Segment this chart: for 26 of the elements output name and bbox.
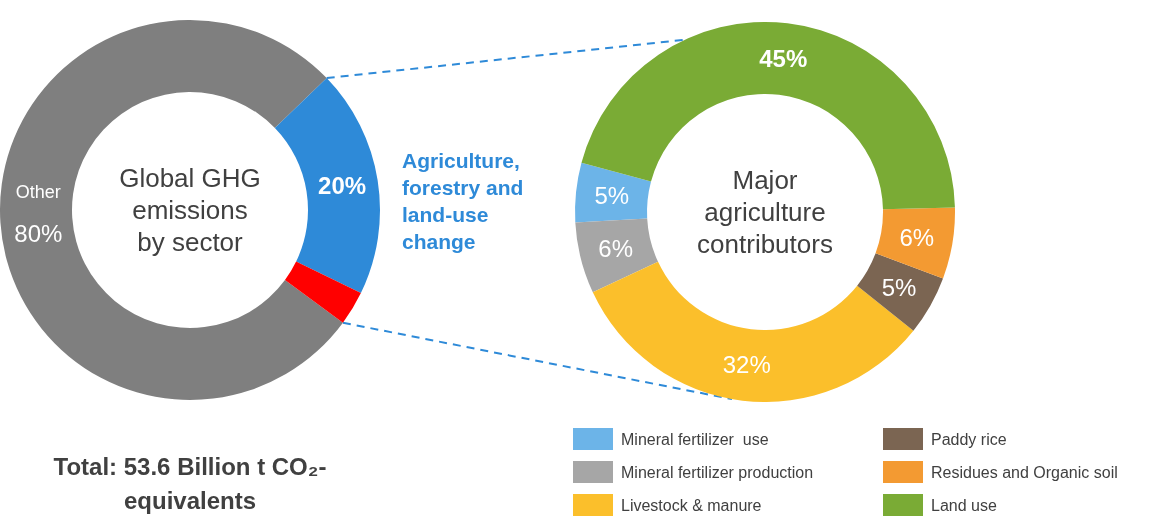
data-label: 20% (318, 171, 367, 199)
legend-label: Mineral fertilizer production (621, 464, 814, 481)
donut-slice (875, 207, 955, 279)
data-label: 6% (899, 223, 935, 251)
text: Total: 53.6 Billion t CO₂-equivalents (53, 453, 327, 514)
donut-slice (274, 78, 380, 294)
text: Global GHG emissions by sector (119, 163, 261, 257)
data-label: 5% (594, 182, 630, 210)
data-label: 80% (14, 220, 63, 248)
legend-label: Mineral fertilizer use (621, 431, 769, 448)
donut-slice (857, 253, 944, 331)
donut-slice (575, 162, 652, 223)
legend-label: Paddy rice (931, 431, 1007, 448)
data-label: 6% (598, 235, 633, 263)
donut-slice (284, 261, 361, 323)
legend-label: Land use (931, 497, 997, 514)
data-label: 32% (722, 350, 771, 378)
slice-label: Agriculture, forestry and land-use change (402, 148, 524, 253)
data-label: 5% (881, 273, 917, 301)
legend-label: Residues and Organic soil (931, 464, 1118, 481)
donut-slice (575, 218, 659, 293)
donut-slice (592, 261, 914, 402)
data-label: 45% (759, 45, 808, 73)
text: Major agriculture contributors (697, 165, 833, 259)
legend-label: Livestock & manure (621, 497, 762, 514)
slice-label: Other (15, 182, 61, 203)
